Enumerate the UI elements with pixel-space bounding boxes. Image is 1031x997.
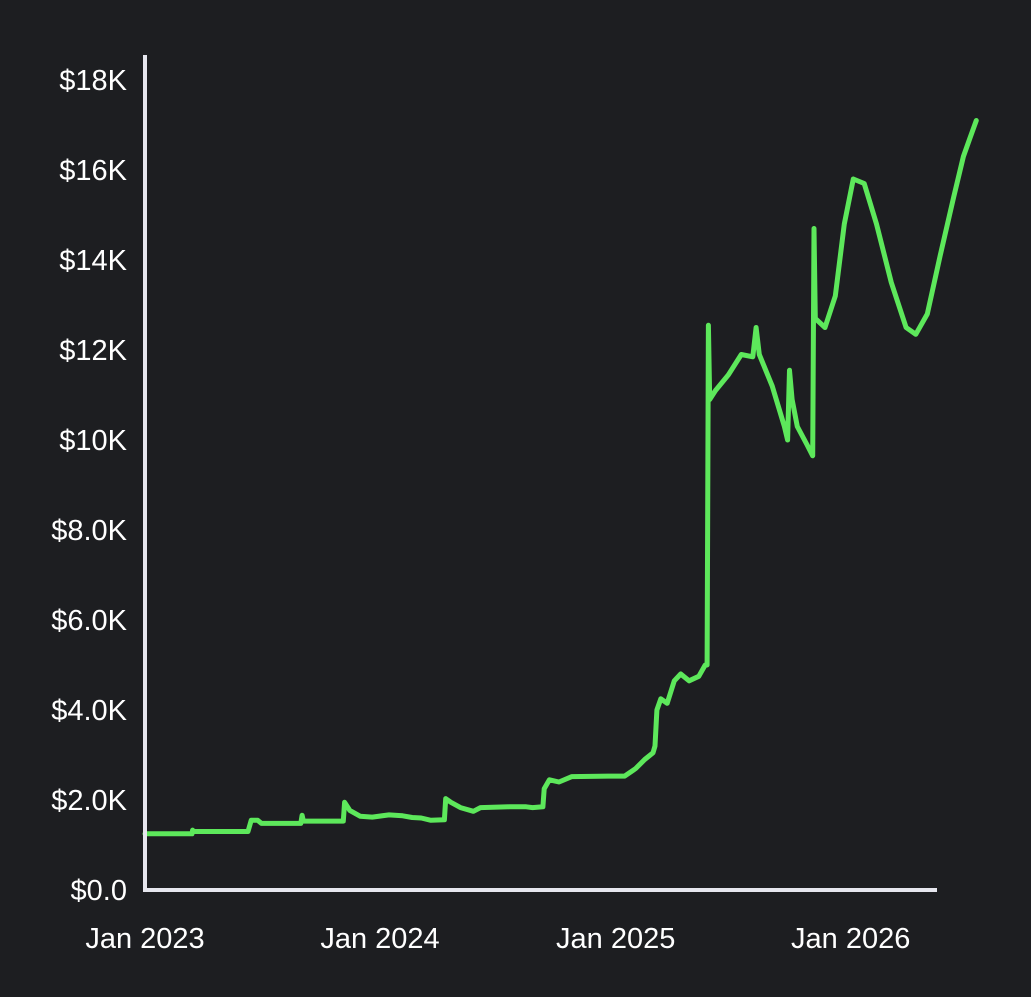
y-tick-label: $12K — [59, 335, 127, 367]
series-line — [142, 118, 979, 837]
y-tick-label: $0.0 — [71, 875, 127, 907]
series-layer — [142, 118, 979, 837]
x-axis-tick-labels: Jan 2023 Jan 2024 Jan 2025 Jan 2026 — [85, 923, 910, 955]
y-tick-label: $6.0K — [51, 605, 127, 637]
x-tick-label: Jan 2025 — [556, 923, 675, 955]
y-tick-label: $18K — [59, 65, 127, 97]
y-tick-label: $4.0K — [51, 695, 127, 727]
y-tick-label: $8.0K — [51, 515, 127, 547]
y-tick-label: $2.0K — [51, 785, 127, 817]
y-tick-label: $10K — [59, 425, 127, 457]
x-tick-label: Jan 2024 — [320, 923, 439, 955]
y-tick-label: $16K — [59, 155, 127, 187]
y-tick-label: $14K — [59, 245, 127, 277]
y-axis-tick-labels: $0.0 $2.0K $4.0K $6.0K $8.0K $10K $12K $14K $16K… — [51, 65, 127, 907]
x-tick-label: Jan 2023 — [85, 923, 204, 955]
x-tick-label: Jan 2026 — [791, 923, 910, 955]
